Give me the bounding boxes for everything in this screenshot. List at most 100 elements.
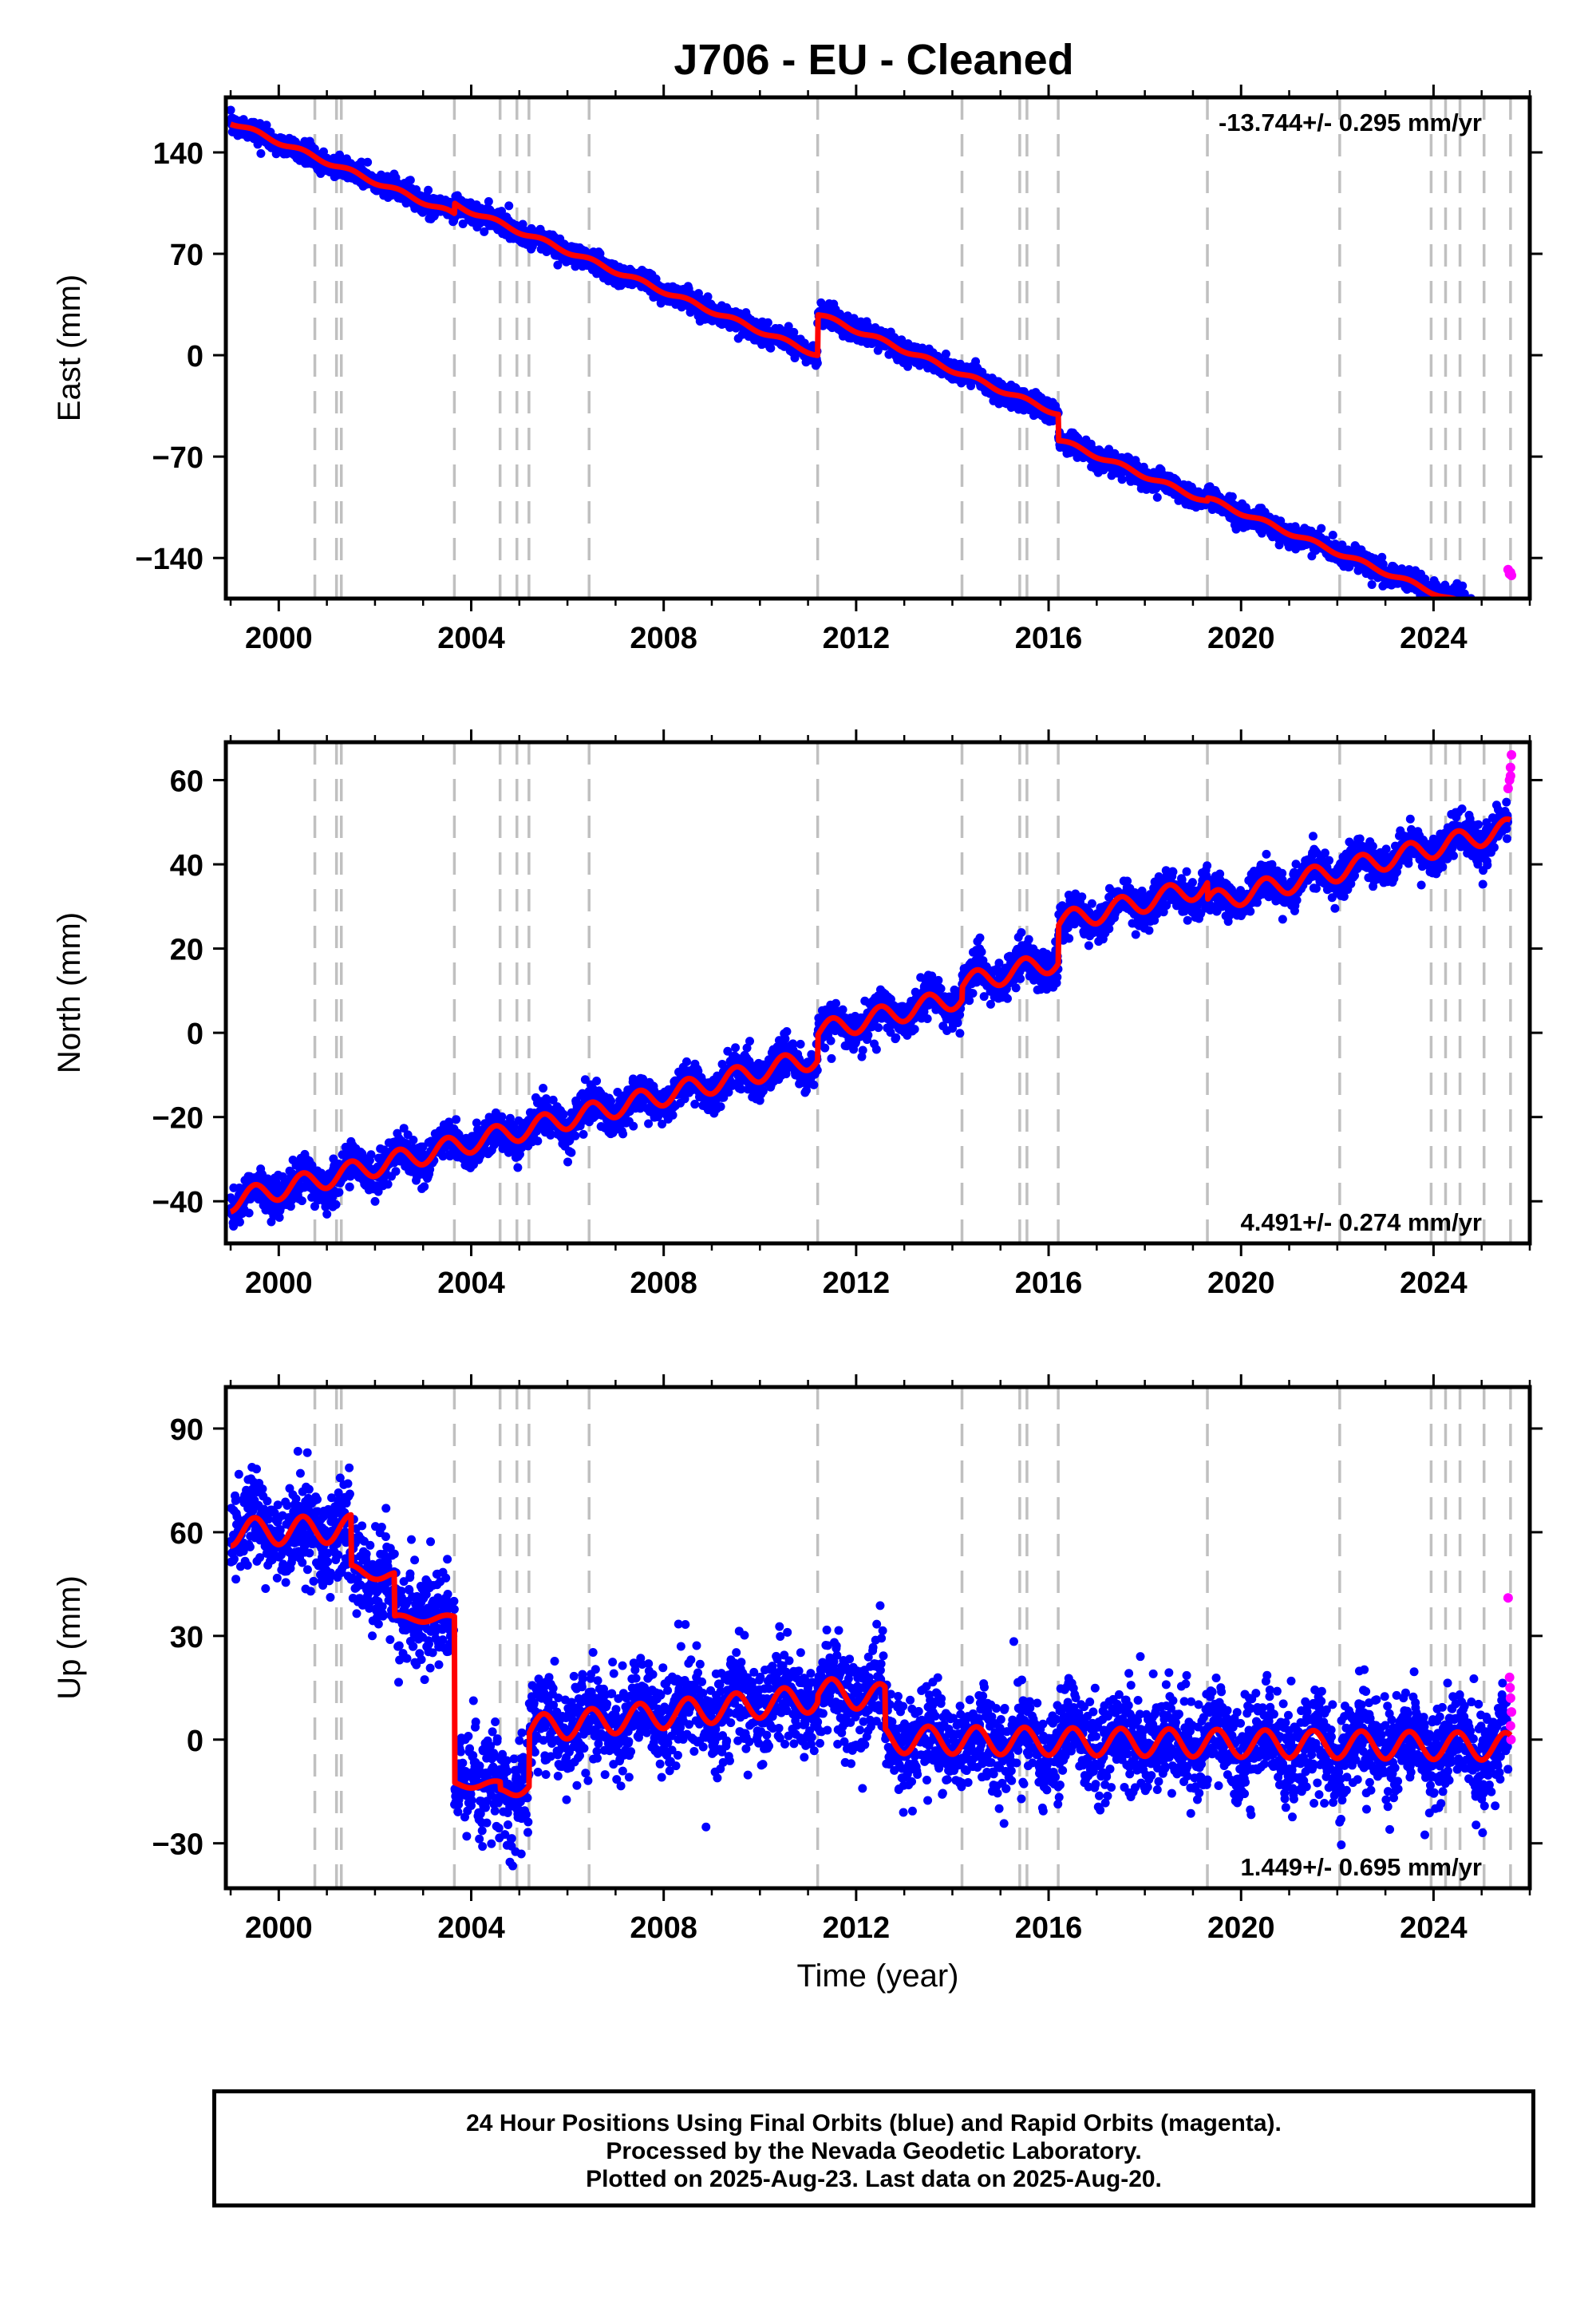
final-orbit-point xyxy=(297,1196,306,1206)
y-tick-label: 140 xyxy=(153,137,203,171)
final-orbit-point xyxy=(1481,607,1490,615)
final-orbit-point xyxy=(1494,612,1503,621)
final-orbit-point xyxy=(1440,603,1449,612)
final-orbit-point xyxy=(1448,604,1457,613)
final-orbit-point xyxy=(1444,602,1453,611)
final-orbit-point xyxy=(1471,602,1479,611)
final-orbit-point xyxy=(1478,613,1487,622)
final-orbit-point xyxy=(383,1180,393,1189)
final-orbit-point xyxy=(1472,606,1480,615)
east-y-axis-title: East (mm) xyxy=(52,275,87,421)
final-orbit-point xyxy=(226,105,235,115)
final-orbit-point xyxy=(1491,615,1499,624)
final-orbit-point xyxy=(1480,611,1489,620)
final-orbit-point xyxy=(1491,611,1499,620)
final-orbit-point xyxy=(1470,604,1479,613)
final-orbit-point xyxy=(1446,601,1455,610)
final-orbit-point xyxy=(1463,601,1472,610)
final-orbit-point xyxy=(1367,579,1377,589)
final-orbit-point xyxy=(1503,618,1511,626)
east-rate-label: -13.744+/- 0.295 mm/yr xyxy=(1219,109,1482,136)
final-orbit-point xyxy=(1490,615,1499,624)
final-orbit-point xyxy=(1480,615,1489,623)
final-orbit-point xyxy=(1478,616,1487,625)
final-orbit-point xyxy=(1452,603,1460,612)
final-orbit-point xyxy=(458,219,468,228)
x-tick-label: 2004 xyxy=(437,622,505,655)
final-orbit-point xyxy=(1493,622,1502,631)
final-orbit-point xyxy=(1489,611,1498,619)
final-orbit-point xyxy=(1492,617,1501,626)
final-orbit-point xyxy=(1317,524,1326,533)
final-orbit-point xyxy=(1328,530,1337,539)
final-orbit-point xyxy=(1469,602,1478,611)
final-orbit-point xyxy=(504,201,514,211)
final-orbit-point xyxy=(1499,611,1507,620)
page-title: J706 - EU - Cleaned xyxy=(674,36,1074,84)
final-orbit-point xyxy=(812,358,822,368)
final-orbit-point xyxy=(1501,618,1510,626)
final-orbit-point xyxy=(1484,611,1493,619)
final-orbit-point xyxy=(1490,611,1499,620)
final-orbit-point xyxy=(1503,624,1511,633)
final-orbit-point xyxy=(424,185,433,195)
final-orbit-point xyxy=(256,148,266,158)
final-orbit-point xyxy=(1464,601,1472,610)
final-orbit-point xyxy=(1483,603,1491,611)
final-orbit-point xyxy=(1499,621,1508,630)
final-orbit-point xyxy=(1462,606,1471,615)
final-orbit-point xyxy=(1498,618,1507,626)
final-orbit-point xyxy=(1227,492,1237,501)
final-orbit-point xyxy=(1491,611,1499,620)
final-orbit-point xyxy=(1502,609,1511,618)
final-orbit-point xyxy=(1487,606,1495,615)
final-orbit-point xyxy=(1117,475,1127,484)
final-orbit-point xyxy=(1485,607,1494,616)
final-orbit-point xyxy=(1496,614,1505,622)
x-tick-label: 2024 xyxy=(1400,622,1468,655)
final-orbit-point xyxy=(1468,604,1476,613)
final-orbit-point xyxy=(1481,609,1490,618)
final-orbit-point xyxy=(1466,606,1475,615)
final-orbit-point xyxy=(1447,602,1456,611)
final-orbit-point xyxy=(1499,614,1508,622)
final-orbit-point xyxy=(1470,613,1479,622)
final-orbit-point xyxy=(235,1217,244,1227)
final-orbit-point xyxy=(1492,613,1501,622)
final-orbit-point xyxy=(1487,626,1496,634)
final-orbit-point xyxy=(1487,613,1495,622)
final-orbit-point xyxy=(1487,607,1495,615)
final-orbit-point xyxy=(244,1208,254,1218)
final-orbit-point xyxy=(322,1209,332,1219)
final-orbit-point xyxy=(1494,617,1503,626)
final-orbit-point xyxy=(1468,607,1477,616)
final-orbit-point xyxy=(420,1182,429,1192)
final-orbit-point xyxy=(1495,607,1504,615)
final-orbit-point xyxy=(1490,611,1499,619)
final-orbit-point xyxy=(1468,603,1477,612)
final-orbit-point xyxy=(1495,614,1504,622)
final-orbit-point xyxy=(1469,613,1478,622)
x-tick-label: 2020 xyxy=(1207,622,1275,655)
final-orbit-point xyxy=(1498,616,1507,625)
final-orbit-point xyxy=(1483,608,1492,617)
final-orbit-point xyxy=(1503,612,1512,621)
final-orbit-point xyxy=(1467,605,1476,614)
final-orbit-point xyxy=(1465,609,1474,618)
final-orbit-point xyxy=(1464,604,1472,613)
final-orbit-point xyxy=(363,157,373,167)
final-orbit-point xyxy=(763,318,772,327)
final-orbit-point xyxy=(1489,606,1498,615)
final-orbit-point xyxy=(1488,608,1497,617)
final-orbit-point xyxy=(1502,624,1511,633)
final-orbit-point xyxy=(1497,611,1506,620)
x-tick-label: 2012 xyxy=(823,622,891,655)
final-orbit-point xyxy=(1466,609,1475,618)
final-orbit-point xyxy=(484,196,493,206)
final-orbit-point xyxy=(1434,601,1443,610)
final-orbit-point xyxy=(1456,602,1464,611)
final-orbit-point xyxy=(1152,492,1162,502)
final-orbit-point xyxy=(1477,613,1486,622)
final-orbit-point xyxy=(1479,608,1487,617)
final-orbit-point xyxy=(1476,615,1484,624)
